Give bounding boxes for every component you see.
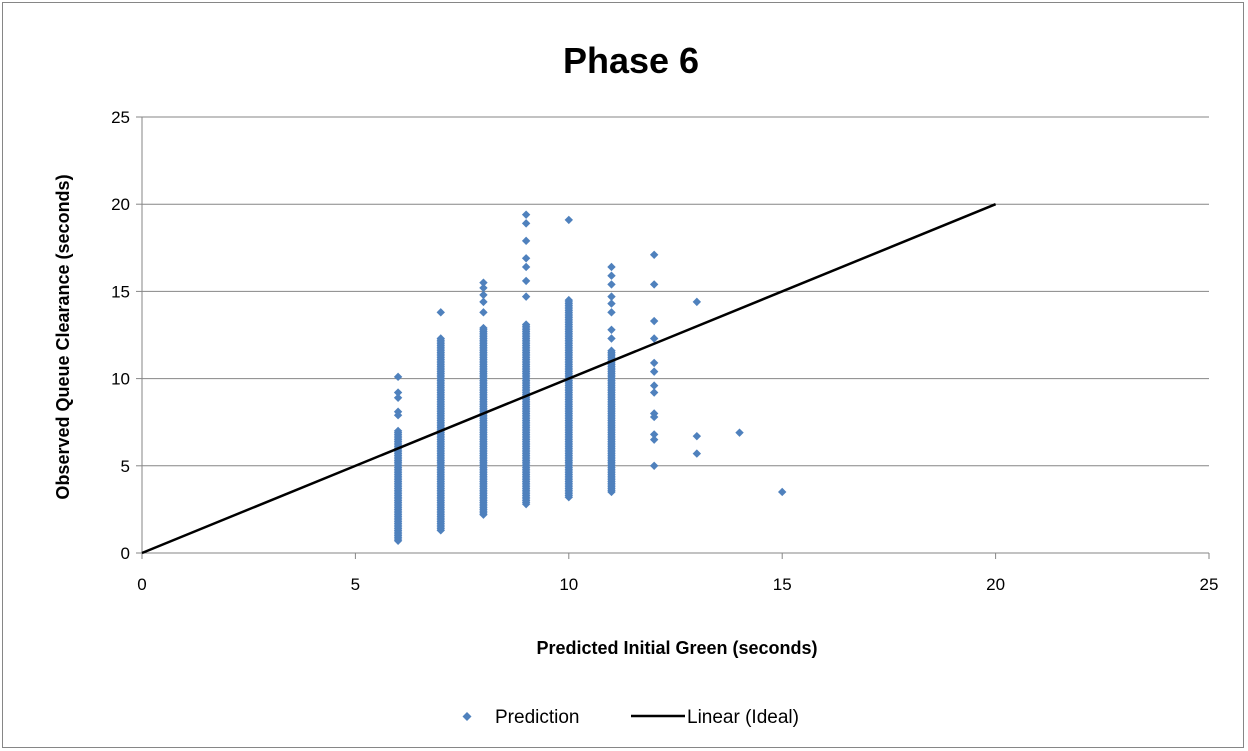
scatter-point xyxy=(649,435,659,444)
scatter-point xyxy=(564,295,573,305)
x-tick-label: 10 xyxy=(559,575,578,594)
scatter-point xyxy=(607,334,616,343)
scatter-point xyxy=(649,381,659,390)
scatter-point xyxy=(521,292,531,301)
scatter-point xyxy=(607,325,616,334)
scatter-point xyxy=(393,393,403,402)
scatter-point xyxy=(649,430,659,439)
scatter-point xyxy=(521,210,531,219)
scatter-point xyxy=(649,334,659,343)
scatter-point xyxy=(649,316,659,326)
grid-layer xyxy=(142,116,1209,467)
x-tick-label: 15 xyxy=(773,575,792,594)
scatter-point xyxy=(607,308,616,317)
scatter-point xyxy=(436,334,445,343)
y-tick-label: 25 xyxy=(111,108,130,127)
scatter-point xyxy=(607,299,616,308)
y-tick-label: 20 xyxy=(111,195,130,214)
chart-title: Phase 6 xyxy=(563,40,699,81)
scatter-point xyxy=(393,372,403,382)
scatter-point xyxy=(393,388,403,397)
scatter-point xyxy=(521,320,531,329)
x-tick-label: 25 xyxy=(1200,575,1219,594)
points-layer xyxy=(393,210,787,545)
scatter-point xyxy=(607,271,616,280)
scatter-point xyxy=(649,358,659,368)
scatter-point xyxy=(649,409,659,418)
scatter-point xyxy=(521,262,531,272)
legend-marker-prediction xyxy=(462,712,472,721)
scatter-point xyxy=(436,308,445,317)
y-tick-label: 10 xyxy=(111,370,130,389)
y-tick-label: 5 xyxy=(121,457,130,476)
scatter-point xyxy=(521,236,531,246)
scatter-point xyxy=(649,388,659,397)
scatter-point xyxy=(479,323,488,333)
scatter-point xyxy=(649,280,659,289)
scatter-point xyxy=(393,407,403,416)
x-tick-label: 5 xyxy=(351,575,360,594)
scatter-point xyxy=(479,308,488,317)
scatter-point xyxy=(521,276,531,286)
ideal-line-layer xyxy=(141,203,997,555)
axis-layer: 0 5 10 15 20 25 0 5 10 15 20 25 xyxy=(111,108,1218,594)
scatter-point xyxy=(564,215,573,225)
scatter-point xyxy=(479,283,488,293)
scatter-point xyxy=(692,297,702,307)
scatter-point xyxy=(692,431,702,441)
scatter-point xyxy=(479,297,488,307)
x-axis-title: Predicted Initial Green (seconds) xyxy=(536,638,817,658)
scatter-point xyxy=(607,292,616,301)
y-tick-label: 15 xyxy=(111,282,130,301)
legend-label-prediction: Prediction xyxy=(495,707,580,728)
y-axis-title: Observed Queue Clearance (seconds) xyxy=(53,174,73,499)
scatter-point xyxy=(393,426,403,436)
scatter-point xyxy=(649,367,659,376)
scatter-point xyxy=(607,346,616,355)
y-tick-label: 0 xyxy=(121,544,130,563)
x-tick-label: 20 xyxy=(986,575,1005,594)
scatter-point xyxy=(607,262,616,272)
scatter-point xyxy=(607,280,616,289)
scatter-point xyxy=(778,487,787,497)
ideal-line xyxy=(141,203,997,555)
scatter-point xyxy=(479,278,488,287)
scatter-point xyxy=(479,290,488,300)
scatter-point xyxy=(692,449,702,458)
legend: Prediction Linear (Ideal) xyxy=(462,707,799,728)
scatter-point xyxy=(521,254,531,263)
legend-label-ideal: Linear (Ideal) xyxy=(687,707,799,728)
x-tick-label: 0 xyxy=(137,575,146,594)
scatter-point xyxy=(649,250,659,259)
scatter-chart: 0 5 10 15 20 25 0 5 10 15 20 25 Phase 6 Predicted I… xyxy=(53,40,1218,728)
scatter-point xyxy=(735,428,744,437)
scatter-point xyxy=(521,219,531,228)
scatter-point xyxy=(649,461,659,470)
